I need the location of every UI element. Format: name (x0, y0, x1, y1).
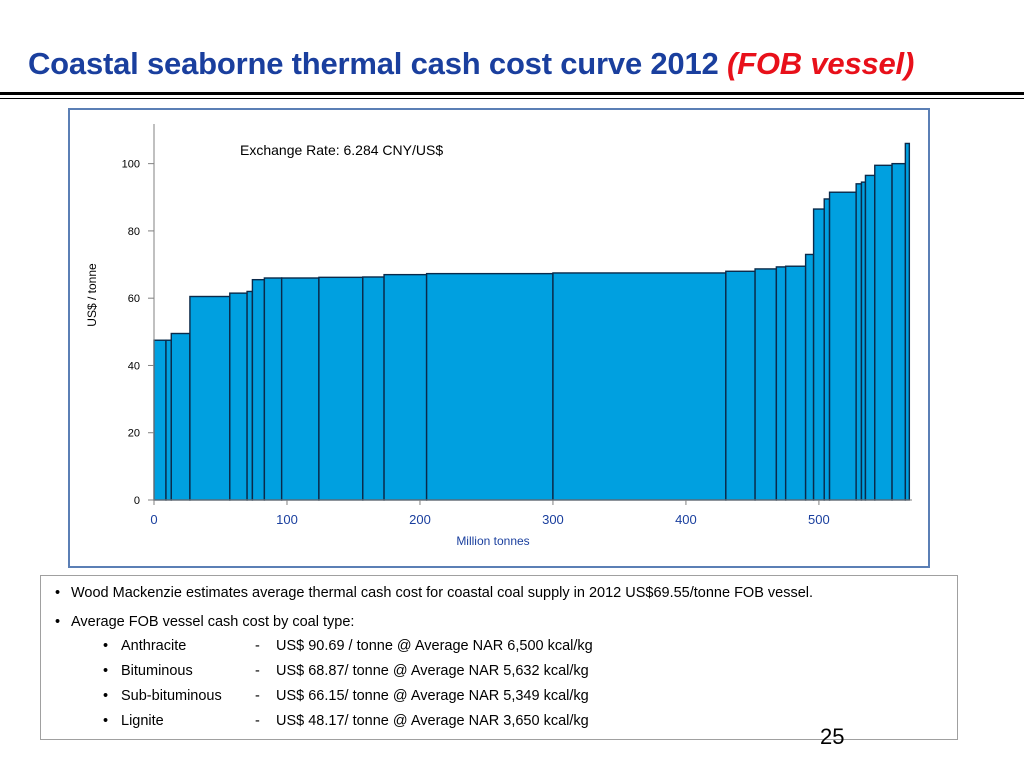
sub-item-name: Anthracite (121, 638, 187, 654)
exchange-rate-annotation: Exchange Rate: 6.284 CNY/US$ (240, 142, 443, 158)
sub-item-lignite: • Lignite - US$ 48.17/ tonne @ Average N… (103, 713, 803, 733)
bar-19 (812, 208, 825, 501)
bar-5 (246, 290, 254, 501)
sub-item-dash: - (255, 713, 260, 729)
title-main: Coastal seaborne thermal cash cost curve… (28, 46, 719, 81)
y-tick-label: 80 (128, 226, 140, 238)
sub-item-value: US$ 48.17/ tonne @ Average NAR 3,650 kca… (276, 713, 589, 729)
bar-0 (153, 339, 167, 501)
sub-item-dash: - (255, 663, 260, 679)
sub-item-name: Sub-bituminous (121, 688, 222, 704)
bullet-dot: • (103, 638, 109, 654)
sub-item-anthracite: • Anthracite - US$ 90.69 / tonne @ Avera… (103, 638, 803, 658)
bar-11 (383, 273, 428, 501)
bullet-dot: • (103, 663, 109, 679)
sub-item-name: Lignite (121, 713, 164, 729)
x-tick-label: 100 (276, 512, 298, 527)
cost-curve-chart: 0 20 40 60 80 100 0 100 200 300 400 500 Million tonn… (85, 124, 912, 548)
y-tick-label: 20 (128, 428, 140, 440)
y-axis-label: US$ / tonne (85, 263, 99, 327)
bullet-text-1: Wood Mackenzie estimates average thermal… (71, 585, 814, 601)
title-rule-thin (0, 98, 1024, 99)
bar-3 (189, 295, 231, 501)
sub-item-sub-bituminous: • Sub-bituminous - US$ 66.15/ tonne @ Av… (103, 688, 803, 708)
bullet-dot: • (103, 713, 109, 729)
x-tick-label: 500 (808, 512, 830, 527)
bar-14 (725, 270, 756, 501)
x-tick-label: 400 (675, 512, 697, 527)
bar-22 (855, 183, 863, 501)
bar-25 (874, 164, 893, 501)
y-tick-label: 60 (128, 293, 140, 305)
bar-10 (362, 276, 385, 501)
x-tick-label: 300 (542, 512, 564, 527)
bar-4 (229, 292, 248, 501)
bar-13 (552, 272, 727, 501)
bar-8 (280, 277, 320, 501)
x-axis-label: Million tonnes (456, 534, 529, 548)
bullet-dot: • (55, 614, 61, 630)
sub-item-bituminous: • Bituminous - US$ 68.87/ tonne @ Averag… (103, 663, 803, 683)
bar-12 (425, 272, 554, 501)
title-accent: (FOB vessel) (726, 46, 915, 81)
sub-item-value: US$ 66.15/ tonne @ Average NAR 5,349 kca… (276, 688, 589, 704)
bar-2 (170, 332, 191, 501)
x-tick-label: 200 (409, 512, 431, 527)
sub-item-name: Bituminous (121, 663, 193, 679)
sub-item-value: US$ 68.87/ tonne @ Average NAR 5,632 kca… (276, 663, 589, 679)
bar-7 (263, 277, 283, 501)
bar-15 (754, 268, 778, 501)
bullet-text-2: Average FOB vessel cash cost by coal typ… (71, 614, 355, 630)
sub-item-value: US$ 90.69 / tonne @ Average NAR 6,500 kc… (276, 638, 593, 654)
sub-item-dash: - (255, 638, 260, 654)
page-title: Coastal seaborne thermal cash cost curve… (28, 46, 914, 82)
sub-item-dash: - (255, 688, 260, 704)
bullet-dot: • (103, 688, 109, 704)
bar-20 (823, 198, 831, 501)
bar-21 (828, 191, 857, 501)
bar-1 (165, 339, 172, 501)
x-tick-label: 0 (150, 512, 157, 527)
page-number: 25 (820, 724, 845, 749)
y-tick-label: 40 (128, 360, 140, 372)
bar-18 (804, 253, 815, 501)
bar-27 (904, 142, 911, 501)
y-tick-label: 0 (134, 495, 140, 507)
notes-box: • Wood Mackenzie estimates average therm… (40, 575, 958, 740)
bullet-dot: • (55, 585, 61, 601)
bar-16 (775, 266, 787, 501)
bar-26 (891, 162, 907, 501)
chart-frame: 0 20 40 60 80 100 0 100 200 300 400 500 Million tonn… (68, 108, 930, 568)
bar-24 (864, 174, 876, 501)
y-tick-label: 100 (122, 159, 140, 171)
bar-9 (318, 276, 364, 501)
title-rule-thick (0, 92, 1024, 95)
bar-6 (251, 278, 266, 501)
bar-17 (784, 265, 807, 501)
